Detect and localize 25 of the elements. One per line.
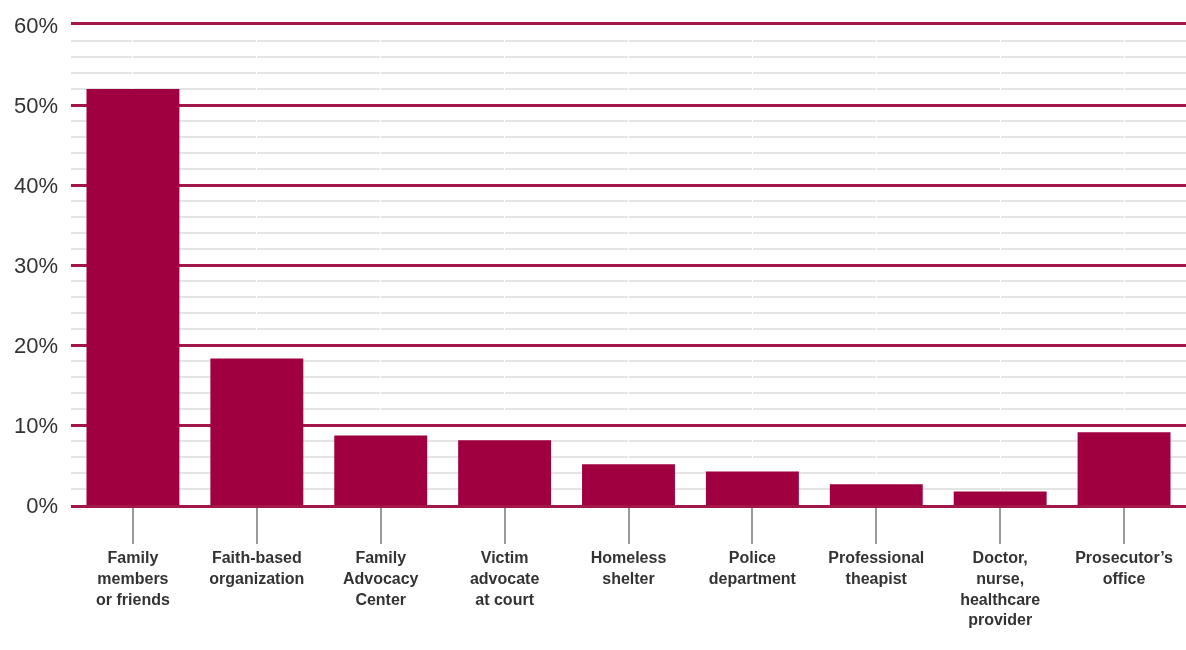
x-tick-label: Prosecutor’s office (1075, 548, 1174, 587)
x-tick-label: Professional theapist (828, 548, 925, 587)
bar (829, 484, 923, 505)
bar (1077, 432, 1171, 505)
y-tick-label: 60% (13, 12, 58, 38)
x-tick-label: Family members or friends (96, 548, 170, 608)
bar (334, 435, 428, 505)
y-tick-label: 30% (13, 252, 58, 278)
x-tick-label: Faith-based organization (209, 548, 305, 587)
y-tick-label: 20% (13, 332, 58, 358)
bar (582, 464, 675, 505)
y-tick-label: 0% (26, 492, 58, 518)
bar (86, 89, 180, 505)
bar (458, 440, 552, 505)
x-tick-label: Victim advocate at court (469, 548, 540, 608)
y-tick-label: 40% (13, 172, 58, 198)
x-tick-label: Homeless shelter (590, 548, 667, 587)
bar (705, 471, 799, 505)
x-tick-label: Police department (708, 548, 797, 587)
bar (210, 358, 304, 505)
y-tick-label: 10% (13, 412, 58, 438)
x-tick-label: Family Advocacy Center (342, 548, 419, 608)
x-tick-label: Doctor, nurse, healthcare provider (960, 548, 1041, 629)
y-tick-label: 50% (13, 92, 58, 118)
bar (953, 491, 1047, 505)
